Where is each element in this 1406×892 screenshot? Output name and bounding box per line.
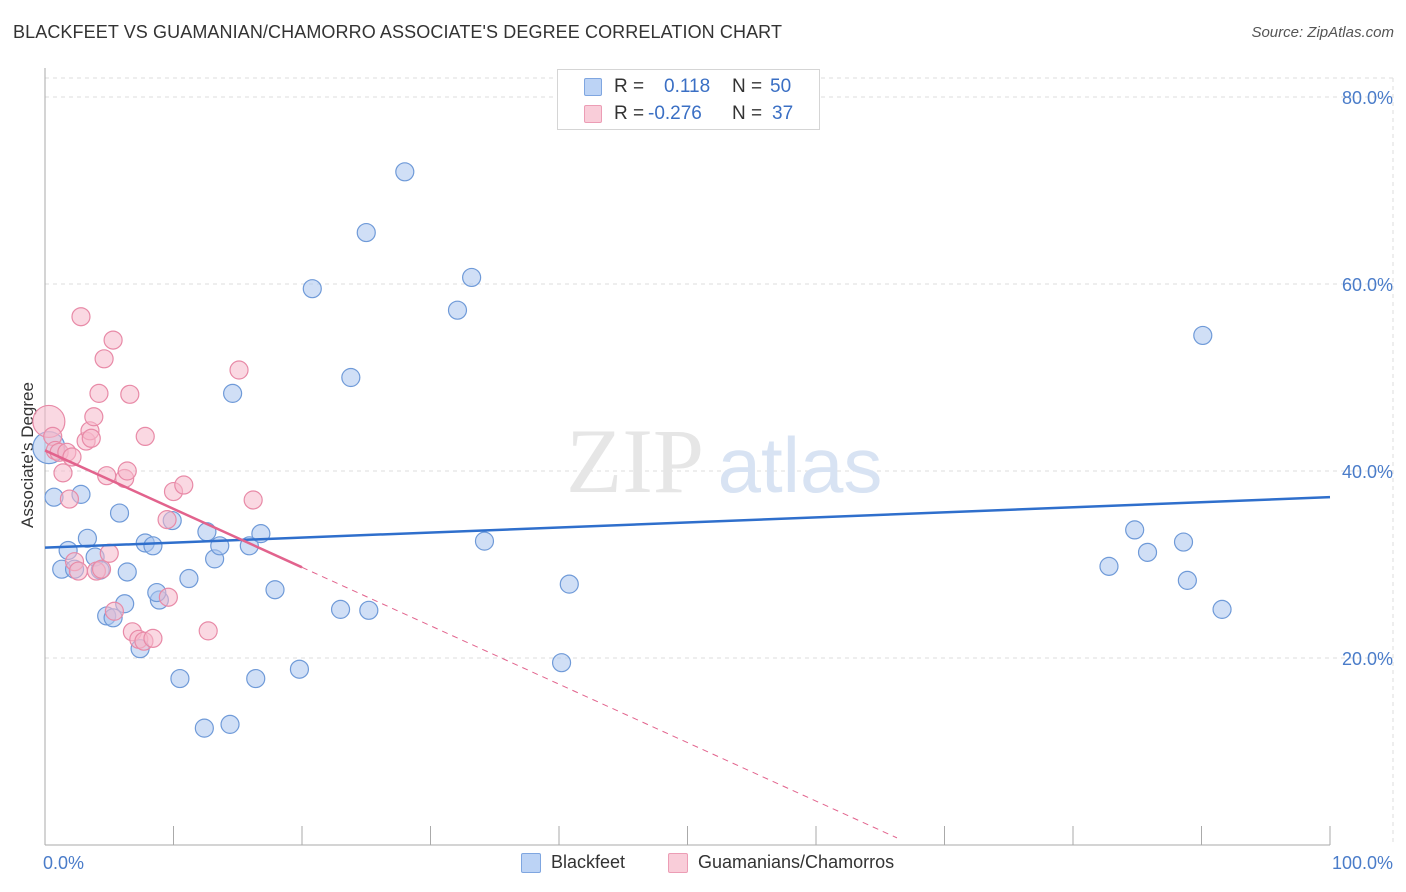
n-label: N =	[732, 103, 763, 124]
r-value: 0.118	[664, 76, 711, 97]
legend-label-chamorros: Guamanians/Chamorros	[698, 852, 895, 872]
y-tick-label: 60.0%	[1342, 275, 1393, 295]
chamorro-point	[71, 307, 91, 327]
legend-item-blackfeet[interactable]: Blackfeet	[521, 852, 625, 873]
chamorro-trend-extension	[301, 566, 898, 839]
blackfeet-point	[1212, 599, 1232, 619]
blackfeet-point	[220, 714, 240, 734]
blackfeet-point	[194, 718, 214, 738]
y-tick-label: 20.0%	[1342, 649, 1393, 669]
blackfeet-point	[246, 668, 266, 689]
chamorro-trend-line	[44, 449, 303, 569]
r-label: R =	[614, 76, 645, 97]
chamorro-point	[91, 559, 112, 579]
blackfeet-point	[265, 580, 285, 600]
legend-swatch-blue	[521, 852, 541, 873]
blackfeet-point	[170, 668, 190, 689]
legend-item-chamorros[interactable]: Guamanians/Chamorros	[668, 852, 894, 873]
y-tick-label: 80.0%	[1342, 88, 1393, 108]
blackfeet-trend-line	[44, 495, 1331, 549]
blackfeet-point	[179, 568, 199, 589]
chamorro-point	[94, 349, 114, 369]
blackfeet-point	[356, 222, 376, 243]
n-value: 50	[770, 76, 792, 97]
x-tick-label: 0.0%	[43, 853, 84, 873]
tick-labels: 20.0% 40.0% 60.0% 80.0% 0.0% 100.0%	[43, 88, 1393, 873]
legend-label-blackfeet: Blackfeet	[551, 852, 626, 872]
blackfeet-point	[77, 528, 98, 548]
blackfeet-point	[341, 367, 361, 388]
chamorro-point	[243, 490, 263, 510]
blackfeet-point	[1125, 520, 1145, 540]
chart-title: BLACKFEET VS GUAMANIAN/CHAMORRO ASSOCIAT…	[13, 22, 783, 42]
blackfeet-point	[302, 279, 322, 299]
chamorro-point	[117, 461, 137, 481]
blackfeet-point	[474, 531, 495, 551]
source-credit: Source: ZipAtlas.com	[1251, 24, 1394, 41]
watermark: ZIP atlas	[566, 410, 882, 512]
legend-swatch-blue	[584, 78, 602, 96]
chamorro-point	[68, 561, 89, 581]
chamorro-point	[103, 330, 123, 350]
chamorro-point	[59, 489, 80, 509]
watermark-zip: ZIP	[566, 410, 704, 512]
blackfeet-point	[117, 562, 137, 582]
chamorro-point	[99, 543, 119, 563]
blackfeet-point	[559, 574, 579, 594]
blackfeet-point	[197, 522, 217, 542]
r-label: R =	[614, 103, 645, 124]
blackfeet-point	[1173, 532, 1194, 552]
chamorro-point	[174, 475, 194, 495]
data-points	[32, 162, 1232, 738]
n-value: 37	[772, 103, 794, 124]
chamorro-point	[157, 510, 177, 530]
y-tick-label: 40.0%	[1342, 462, 1393, 482]
blackfeet-point	[1137, 542, 1158, 562]
n-label: N =	[732, 76, 763, 97]
chamorro-point	[81, 428, 101, 448]
blackfeet-point	[109, 503, 130, 523]
trend-lines	[44, 449, 1331, 839]
blackfeet-point	[395, 162, 415, 182]
chamorro-point	[158, 587, 178, 607]
chamorro-point	[143, 628, 163, 648]
chamorro-point	[84, 407, 104, 427]
chamorro-point	[135, 426, 155, 447]
blackfeet-point	[551, 653, 572, 673]
chamorro-point	[229, 360, 249, 380]
legend-row-blackfeet: R = 0.118 N = 50	[558, 73, 819, 101]
axes	[44, 68, 1331, 846]
x-tick-label: 100.0%	[1332, 853, 1393, 873]
chamorro-point	[120, 384, 140, 404]
blackfeet-point	[1099, 556, 1119, 576]
watermark-atlas: atlas	[718, 421, 883, 509]
blackfeet-point	[1177, 570, 1197, 590]
chamorro-point	[53, 463, 73, 483]
legend-swatch-pink	[584, 105, 602, 123]
blackfeet-point	[359, 600, 379, 620]
blackfeet-point	[1193, 325, 1213, 346]
blackfeet-point	[223, 383, 243, 403]
blackfeet-point	[447, 300, 468, 320]
blackfeet-point	[330, 599, 351, 619]
chamorro-point	[89, 383, 109, 403]
legend-row-chamorro: R = -0.276 N = 37	[558, 100, 819, 128]
blackfeet-point	[289, 659, 310, 679]
r-value: -0.276	[648, 103, 702, 124]
blackfeet-point	[462, 267, 482, 288]
series-legend: Blackfeet Guamanians/Chamorros	[0, 852, 1406, 876]
chamorro-point	[198, 621, 218, 641]
correlation-legend: R = 0.118 N = 50 R = -0.276 N = 37	[557, 69, 820, 130]
chamorro-point	[104, 601, 124, 621]
blackfeet-point	[143, 536, 163, 556]
legend-swatch-pink	[668, 852, 688, 873]
